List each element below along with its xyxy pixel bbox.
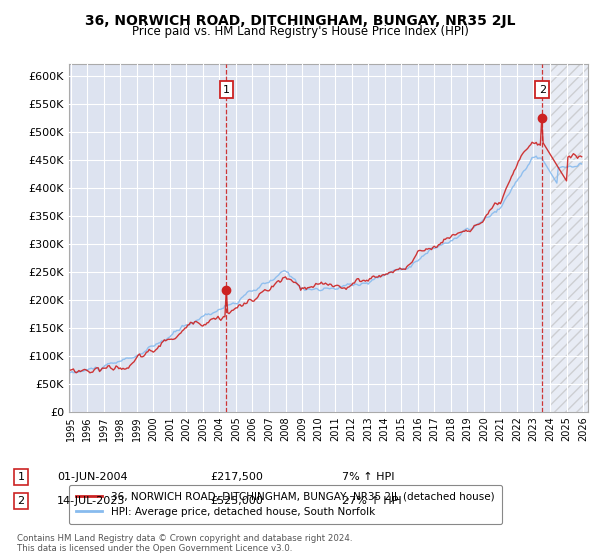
Text: 36, NORWICH ROAD, DITCHINGHAM, BUNGAY, NR35 2JL: 36, NORWICH ROAD, DITCHINGHAM, BUNGAY, N… <box>85 14 515 28</box>
Text: 2: 2 <box>539 85 546 95</box>
Text: 1: 1 <box>223 85 230 95</box>
Text: Price paid vs. HM Land Registry's House Price Index (HPI): Price paid vs. HM Land Registry's House … <box>131 25 469 38</box>
Bar <box>550 64 592 412</box>
Text: £217,500: £217,500 <box>210 472 263 482</box>
Text: 27% ↑ HPI: 27% ↑ HPI <box>342 496 401 506</box>
Text: 14-JUL-2023: 14-JUL-2023 <box>57 496 125 506</box>
Text: £525,000: £525,000 <box>210 496 263 506</box>
Text: 2: 2 <box>17 496 25 506</box>
Bar <box>550 64 592 412</box>
Text: 7% ↑ HPI: 7% ↑ HPI <box>342 472 395 482</box>
Text: Contains HM Land Registry data © Crown copyright and database right 2024.
This d: Contains HM Land Registry data © Crown c… <box>17 534 352 553</box>
Legend: 36, NORWICH ROAD, DITCHINGHAM, BUNGAY, NR35 2JL (detached house), HPI: Average p: 36, NORWICH ROAD, DITCHINGHAM, BUNGAY, N… <box>69 484 502 524</box>
Text: 01-JUN-2004: 01-JUN-2004 <box>57 472 128 482</box>
Text: 1: 1 <box>17 472 25 482</box>
